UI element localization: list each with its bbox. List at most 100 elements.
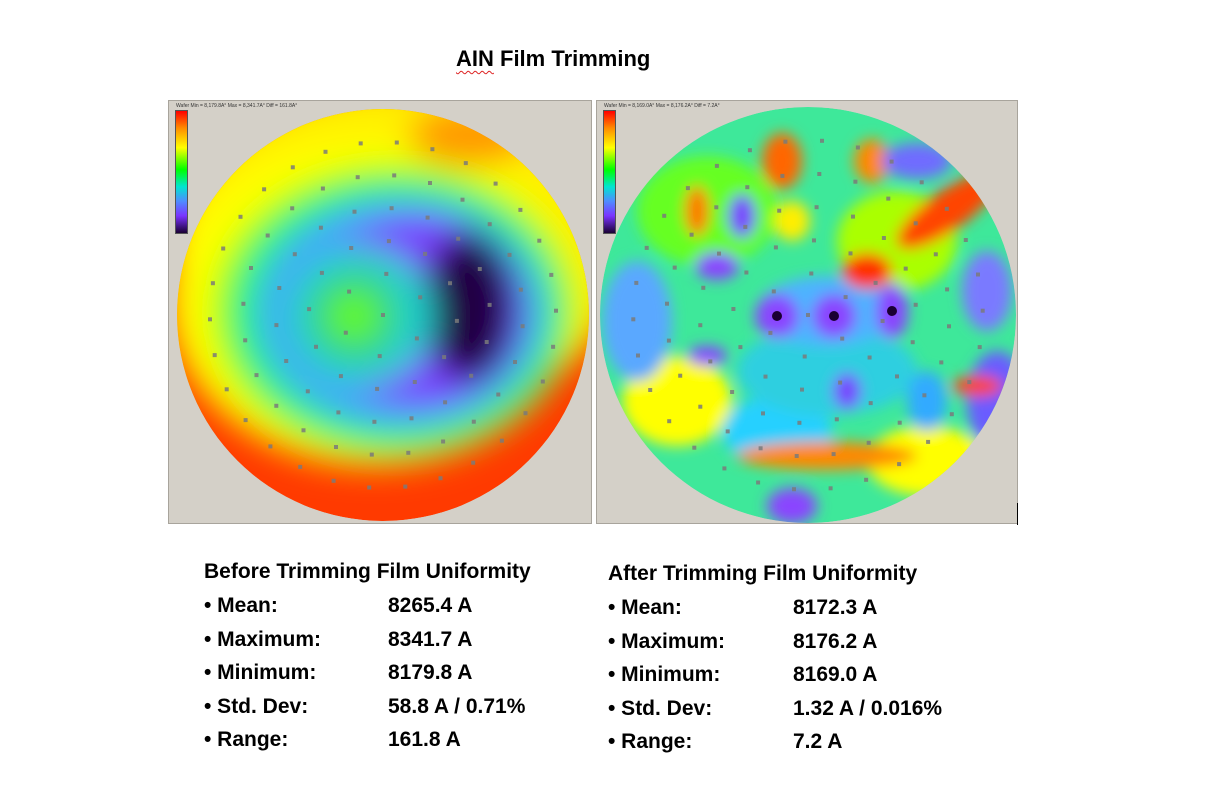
measurement-point	[208, 317, 212, 322]
measurement-point	[976, 272, 980, 277]
after-color-scale	[603, 110, 616, 234]
measurement-point	[406, 450, 411, 455]
measurement-point	[738, 345, 743, 350]
measurement-point	[636, 353, 640, 358]
measurement-point	[763, 374, 768, 379]
measurement-point	[708, 359, 713, 364]
measurement-point	[897, 420, 902, 425]
measurement-point	[454, 318, 459, 323]
measurement-point	[812, 238, 816, 243]
measurement-point	[725, 429, 730, 434]
measurement-point	[665, 301, 669, 306]
stat-label: • Mean:	[608, 596, 682, 619]
measurement-point	[949, 412, 954, 417]
measurement-point	[338, 374, 343, 379]
measurement-point	[381, 313, 385, 317]
measurement-point	[377, 354, 382, 359]
stat-label: • Minimum:	[204, 661, 317, 684]
measurement-point	[963, 238, 968, 242]
before-stats: Before Trimming Film Uniformity • Mean: 8…	[204, 557, 531, 759]
measurement-point	[471, 419, 476, 424]
measurement-point	[903, 266, 908, 271]
measurement-point	[212, 353, 217, 358]
stat-value: 1.32 A / 0.016%	[793, 696, 943, 720]
measurement-point	[221, 246, 226, 251]
measurement-point	[358, 141, 363, 146]
panel-edge-mark	[1017, 503, 1018, 525]
measurement-point	[389, 206, 394, 211]
measurement-point	[224, 387, 229, 392]
measurement-point	[463, 161, 468, 166]
measurement-point	[314, 344, 318, 349]
before-stat-mean: • Mean: 8265.4 A	[204, 591, 531, 625]
before-stats-heading: Before Trimming Film Uniformity	[204, 560, 531, 583]
measurement-point	[714, 205, 719, 210]
measurement-point	[320, 186, 325, 191]
measurement-point	[783, 139, 788, 144]
after-thickness-map-panel: Wafer Min = 8,169.0A° Max = 8,176.2A° Di…	[596, 100, 1018, 524]
measurement-point	[513, 360, 517, 364]
measurement-point	[939, 360, 944, 365]
before-stat-minimum: • Minimum: 8179.8 A	[204, 658, 531, 692]
after-stat-std-dev: • Std. Dev: 1.32 A / 0.016%	[608, 694, 942, 728]
measurement-point	[855, 145, 860, 150]
stat-label: • Range:	[204, 728, 289, 751]
measurement-point	[919, 180, 924, 185]
title-word-spellcheck: AIN	[456, 46, 494, 71]
stat-value: 8265.4 A	[388, 594, 473, 617]
measurement-point	[797, 420, 802, 425]
measurement-point	[944, 206, 949, 211]
measurement-point	[414, 336, 419, 341]
measurement-point	[889, 159, 894, 164]
measurement-point	[487, 222, 492, 227]
measurement-point	[249, 266, 253, 270]
measurement-point	[758, 446, 763, 451]
measurement-point	[780, 173, 785, 178]
stat-value: 8169.0 A	[793, 663, 878, 686]
measurement-point	[298, 464, 303, 469]
measurement-point	[554, 308, 558, 313]
measurement-point	[644, 245, 649, 250]
measurement-point	[496, 392, 501, 397]
measurement-point	[692, 445, 697, 450]
stat-value: 8172.3 A	[793, 596, 878, 619]
measurement-point	[507, 252, 512, 257]
after-wafer-map	[600, 107, 1016, 523]
measurement-point	[307, 307, 312, 312]
after-map-header: Wafer Min = 8,169.0A° Max = 8,176.2A° Di…	[604, 103, 720, 109]
measurement-point	[284, 359, 289, 363]
after-stat-mean: • Mean: 8172.3 A	[608, 593, 917, 627]
measurement-point	[828, 486, 833, 491]
before-map-header: Wafer Min = 8,179.8A° Max = 8,341.7A° Di…	[176, 103, 298, 109]
measurement-point	[947, 324, 951, 329]
measurement-point	[343, 330, 348, 335]
before-wafer-surface	[177, 109, 589, 521]
measurement-point	[241, 301, 246, 306]
stat-value: 58.8 A / 0.71%	[388, 694, 526, 718]
measurement-point	[881, 236, 886, 240]
measurement-point	[349, 246, 354, 250]
measurement-point	[471, 460, 476, 465]
measurement-point	[744, 270, 749, 275]
measurement-point	[290, 206, 295, 211]
after-stat-range: • Range: 7.2 A	[608, 727, 917, 761]
before-measurement-points	[208, 140, 558, 490]
measurement-point	[648, 388, 653, 392]
measurement-point	[456, 236, 461, 241]
measurement-point	[768, 330, 773, 335]
measurement-point	[277, 286, 282, 290]
measurement-point	[922, 393, 927, 398]
measurement-point	[662, 213, 667, 218]
measurement-point	[701, 285, 706, 290]
measurement-point	[268, 444, 273, 449]
measurement-point	[274, 323, 279, 328]
measurement-point	[384, 271, 389, 276]
stat-label: • Std. Dev:	[204, 694, 309, 718]
measurement-point	[747, 148, 752, 153]
measurement-point	[771, 289, 776, 294]
measurement-point	[886, 196, 891, 201]
measurement-point	[394, 140, 399, 145]
measurement-point	[243, 418, 248, 423]
measurement-point	[910, 340, 915, 345]
measurement-point	[210, 281, 215, 286]
